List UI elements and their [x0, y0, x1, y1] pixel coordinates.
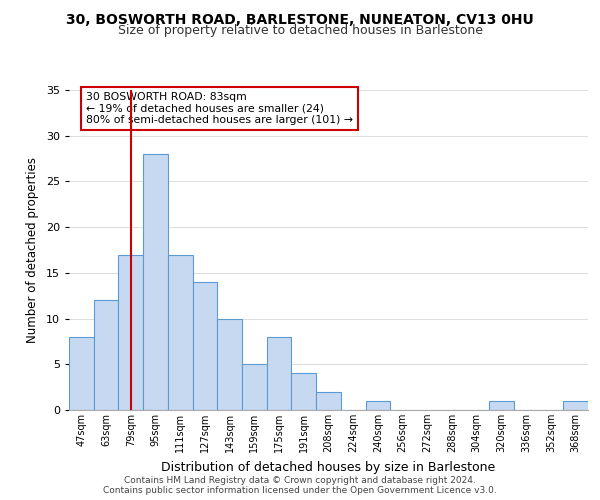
Bar	[193, 282, 217, 410]
Bar	[563, 401, 588, 410]
Text: 30, BOSWORTH ROAD, BARLESTONE, NUNEATON, CV13 0HU: 30, BOSWORTH ROAD, BARLESTONE, NUNEATON,…	[66, 12, 534, 26]
Text: Contains public sector information licensed under the Open Government Licence v3: Contains public sector information licen…	[103, 486, 497, 495]
Text: 30 BOSWORTH ROAD: 83sqm
← 19% of detached houses are smaller (24)
80% of semi-de: 30 BOSWORTH ROAD: 83sqm ← 19% of detache…	[86, 92, 353, 125]
X-axis label: Distribution of detached houses by size in Barlestone: Distribution of detached houses by size …	[161, 460, 496, 473]
Bar	[316, 392, 341, 410]
Text: Size of property relative to detached houses in Barlestone: Size of property relative to detached ho…	[118, 24, 482, 37]
Bar	[217, 318, 242, 410]
Bar	[69, 337, 94, 410]
Bar	[118, 254, 143, 410]
Bar	[489, 401, 514, 410]
Bar	[292, 374, 316, 410]
Bar	[267, 337, 292, 410]
Bar	[143, 154, 168, 410]
Y-axis label: Number of detached properties: Number of detached properties	[26, 157, 39, 343]
Bar	[168, 254, 193, 410]
Bar	[94, 300, 118, 410]
Bar	[365, 401, 390, 410]
Text: Contains HM Land Registry data © Crown copyright and database right 2024.: Contains HM Land Registry data © Crown c…	[124, 476, 476, 485]
Bar	[242, 364, 267, 410]
